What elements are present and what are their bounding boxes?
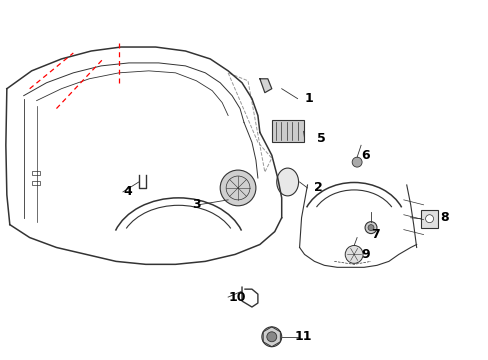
Text: 9: 9 <box>360 248 369 261</box>
Bar <box>32 171 40 175</box>
Circle shape <box>367 225 373 231</box>
Circle shape <box>351 157 361 167</box>
Text: 2: 2 <box>314 181 323 194</box>
Text: 6: 6 <box>360 149 369 162</box>
Text: 8: 8 <box>440 211 448 224</box>
Ellipse shape <box>276 168 298 196</box>
Polygon shape <box>259 79 271 93</box>
Circle shape <box>345 246 362 264</box>
Text: 7: 7 <box>370 228 379 241</box>
Text: 4: 4 <box>122 185 131 198</box>
Circle shape <box>365 222 376 234</box>
Text: 5: 5 <box>317 132 325 145</box>
Text: 1: 1 <box>304 92 313 105</box>
Text: 3: 3 <box>192 198 201 211</box>
Bar <box>32 181 40 185</box>
Circle shape <box>266 332 276 342</box>
Circle shape <box>220 170 255 206</box>
Text: 10: 10 <box>228 291 245 303</box>
Bar <box>420 210 438 228</box>
Circle shape <box>262 327 281 347</box>
Bar <box>271 121 303 142</box>
Circle shape <box>425 215 433 223</box>
Text: 11: 11 <box>294 330 311 343</box>
